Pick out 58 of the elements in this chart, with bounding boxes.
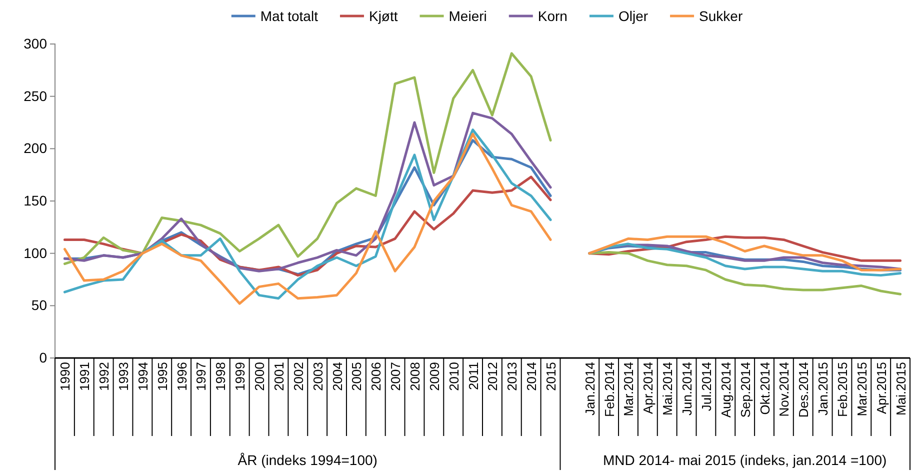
y-tick-label: 0 — [39, 349, 48, 366]
x-tick-label: 1996 — [174, 362, 190, 391]
x-tick-label: Mai.2015 — [893, 362, 908, 416]
x-tick-label: Aug.2014 — [718, 362, 734, 418]
x-tick-label: Feb.2015 — [834, 362, 850, 417]
x-tick-label: Jul.2014 — [698, 362, 714, 412]
x-tick-label: Jun.2014 — [680, 362, 695, 416]
y-tick-label: 150 — [24, 192, 48, 208]
x-tick-label: 1998 — [213, 362, 228, 391]
x-tick-label: 2009 — [426, 362, 442, 391]
y-tick-label: 50 — [31, 297, 48, 314]
x-tick-label: 1994 — [135, 362, 150, 391]
x-tick-label: 2012 — [485, 362, 500, 391]
text: MND 2014- mai 2015 (indeks, jan.2014 =100) — [602, 452, 887, 468]
x-tick-label: Nov.2014 — [776, 362, 792, 417]
x-tick-label: Okt.2014 — [757, 362, 772, 415]
x-tick-label: 2015 — [544, 362, 559, 391]
legend-label: Korn — [538, 8, 568, 24]
x-tick-label: Mar.2015 — [854, 362, 870, 416]
x-tick-label: 2005 — [349, 362, 364, 391]
x-tick-label: 2001 — [271, 362, 286, 391]
x-tick-label: 2010 — [446, 362, 462, 391]
y-tick-label: 100 — [24, 244, 48, 261]
x-tick-label: 1999 — [232, 362, 248, 391]
x-tick-label: 2008 — [407, 362, 422, 391]
legend-label: Sukker — [699, 8, 743, 24]
x-tick-label: 1995 — [154, 362, 170, 391]
x-tick-label: 1990 — [58, 362, 73, 391]
x-tick-label: Sep.2014 — [738, 362, 753, 418]
legend-label: Kjøtt — [368, 8, 398, 24]
x-tick-label: 2014 — [524, 362, 540, 391]
y-tick-label: 300 — [24, 35, 48, 52]
x-tick-label: Mar.2014 — [621, 362, 636, 416]
x-tick-label: 1993 — [116, 362, 132, 391]
legend-label: Mat totalt — [260, 8, 318, 24]
y-tick-label: 250 — [24, 88, 48, 104]
x-tick-label: 2002 — [290, 362, 306, 391]
x-tick-label: 2006 — [368, 362, 384, 391]
x-tick-label: Mai.2014 — [660, 362, 676, 416]
x-tick-label: 2000 — [252, 362, 268, 391]
text: ÅR (indeks 1994=100) — [238, 452, 378, 468]
legend-label: Oljer — [618, 8, 648, 24]
x-tick-label: Des.2014 — [796, 362, 812, 418]
x-tick-label: 1992 — [96, 362, 112, 391]
x-tick-label: Apr.2014 — [640, 362, 656, 414]
x-tick-label: 2007 — [388, 362, 404, 391]
x-tick-label: 2011 — [466, 362, 481, 390]
x-tick-label: 1997 — [194, 362, 209, 391]
x-tick-label: 2003 — [310, 362, 326, 391]
x-tick-label: Jan.2015 — [816, 362, 831, 416]
x-tick-label: Jan.2014 — [582, 362, 598, 416]
legend-label: Meieri — [448, 8, 487, 24]
x-tick-label: Feb.2014 — [602, 362, 617, 417]
x-tick-label: Apr.2015 — [874, 362, 889, 414]
x-tick-label: 2013 — [504, 362, 520, 391]
x-tick-label: 2004 — [330, 362, 345, 391]
x-tick-label: 1991 — [77, 362, 92, 391]
y-tick-label: 200 — [24, 140, 48, 156]
